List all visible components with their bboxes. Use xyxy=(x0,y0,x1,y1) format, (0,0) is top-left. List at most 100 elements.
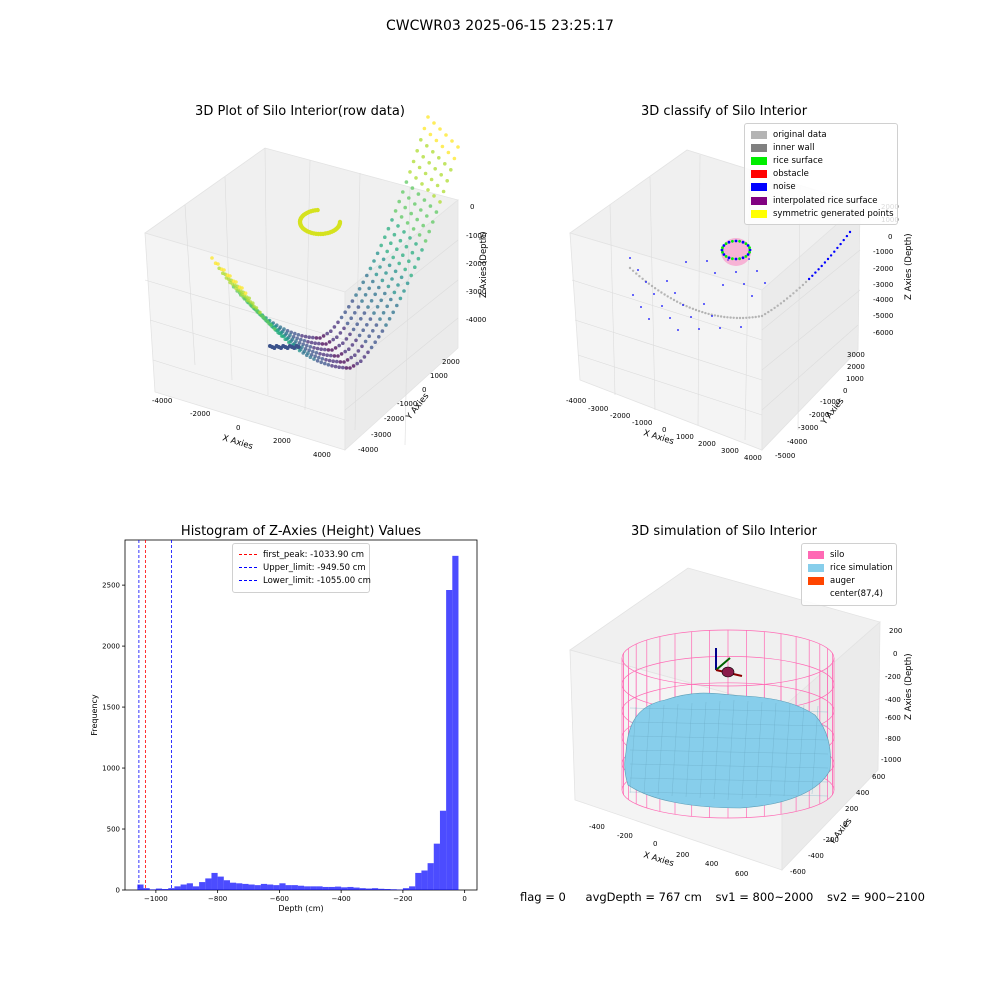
point xyxy=(354,338,358,343)
mesh-line xyxy=(629,749,829,755)
point xyxy=(337,365,342,370)
point xyxy=(691,307,695,310)
mesh-line xyxy=(629,791,829,797)
point xyxy=(640,306,642,308)
panel4-xtick: -200 xyxy=(617,832,633,840)
legend-entry: inner wall xyxy=(751,141,891,154)
panel4-ztick: -800 xyxy=(885,735,901,743)
mesh-line xyxy=(811,705,819,795)
panel2-zlabel: Z Axies (Depth) xyxy=(904,233,914,300)
histogram-bar xyxy=(155,888,163,890)
point xyxy=(445,179,450,183)
point xyxy=(748,250,751,254)
point xyxy=(313,341,318,346)
point xyxy=(402,289,406,293)
point xyxy=(349,316,354,321)
point xyxy=(210,256,214,260)
point xyxy=(431,150,435,154)
point xyxy=(731,239,734,243)
point xyxy=(666,295,669,298)
point xyxy=(727,240,731,244)
point xyxy=(335,335,339,340)
panel4-xtick: 0 xyxy=(653,840,657,848)
point xyxy=(307,335,312,340)
point xyxy=(287,340,291,345)
point xyxy=(785,297,789,300)
point xyxy=(331,337,336,342)
x-tick-label: −600 xyxy=(270,895,289,903)
histogram-bar xyxy=(446,590,453,890)
point xyxy=(416,192,421,196)
rice-surface xyxy=(624,692,831,809)
panel1-y-ticks: -4000 -3000 -2000 -1000 0 1000 2000 xyxy=(358,358,460,454)
panel4-zlabel: Z Axies (Depth) xyxy=(904,653,914,720)
point xyxy=(371,329,375,333)
panel4-ytick: 600 xyxy=(872,773,885,781)
point xyxy=(336,354,340,358)
point xyxy=(419,208,423,212)
point xyxy=(690,316,692,318)
point xyxy=(323,347,327,352)
panel1-xtick: 2000 xyxy=(273,437,291,445)
point xyxy=(734,239,738,243)
legend-swatch xyxy=(808,590,824,598)
panel2-xtick: 0 xyxy=(662,426,666,434)
panel2-points xyxy=(628,230,852,331)
point xyxy=(452,156,457,161)
point xyxy=(411,159,416,164)
histogram-bars xyxy=(137,555,459,890)
histogram-bar xyxy=(390,889,397,890)
point xyxy=(782,299,786,303)
point xyxy=(792,292,795,295)
mesh-line xyxy=(741,700,749,800)
point xyxy=(353,353,357,358)
point xyxy=(726,316,729,319)
point xyxy=(842,238,845,242)
point xyxy=(756,270,758,272)
panel3-legend: first_peak: -1033.90 cm Upper_limit: -94… xyxy=(232,543,371,593)
point xyxy=(439,173,444,177)
point xyxy=(722,253,726,256)
histogram-bar xyxy=(297,885,305,890)
point xyxy=(415,149,420,153)
histogram-bar xyxy=(328,886,335,890)
legend-label: original data xyxy=(773,129,827,140)
panel1-zlabel: Z Axies (Depth) xyxy=(479,231,489,298)
panel4-ytick: -600 xyxy=(790,868,806,876)
legend-entry: Upper_limit: -949.50 cm xyxy=(239,561,366,574)
point xyxy=(381,311,386,315)
point xyxy=(438,200,442,204)
point xyxy=(767,310,770,314)
point xyxy=(269,323,273,327)
point xyxy=(666,280,668,282)
histogram-bar xyxy=(452,555,459,890)
point xyxy=(409,273,414,278)
legend-label: rice surface xyxy=(773,155,823,166)
point xyxy=(669,297,673,300)
legend-label: noise xyxy=(773,182,796,193)
histogram-bar xyxy=(347,886,354,890)
point xyxy=(391,310,396,315)
point xyxy=(419,138,423,142)
point xyxy=(276,330,280,335)
point xyxy=(337,343,342,348)
legend-entry: interpolated rice surface xyxy=(751,194,891,207)
point xyxy=(632,294,634,296)
panel1-ztick: 0 xyxy=(470,203,474,211)
point xyxy=(307,348,312,353)
point xyxy=(449,168,453,172)
legend-swatch xyxy=(808,576,824,585)
panel1-grid xyxy=(144,147,459,446)
panel4-ylabel: Y Axies xyxy=(827,816,855,848)
point xyxy=(727,256,731,260)
panel1-points xyxy=(210,115,460,370)
legend-entry: noise xyxy=(751,181,891,194)
point xyxy=(426,115,430,119)
legend-label: rice simulation xyxy=(830,562,893,573)
point xyxy=(330,348,334,352)
point xyxy=(433,167,438,171)
mesh-line xyxy=(629,777,829,783)
histogram-bar xyxy=(291,885,298,890)
histogram-bar xyxy=(334,886,342,890)
histogram-bar xyxy=(211,872,218,890)
